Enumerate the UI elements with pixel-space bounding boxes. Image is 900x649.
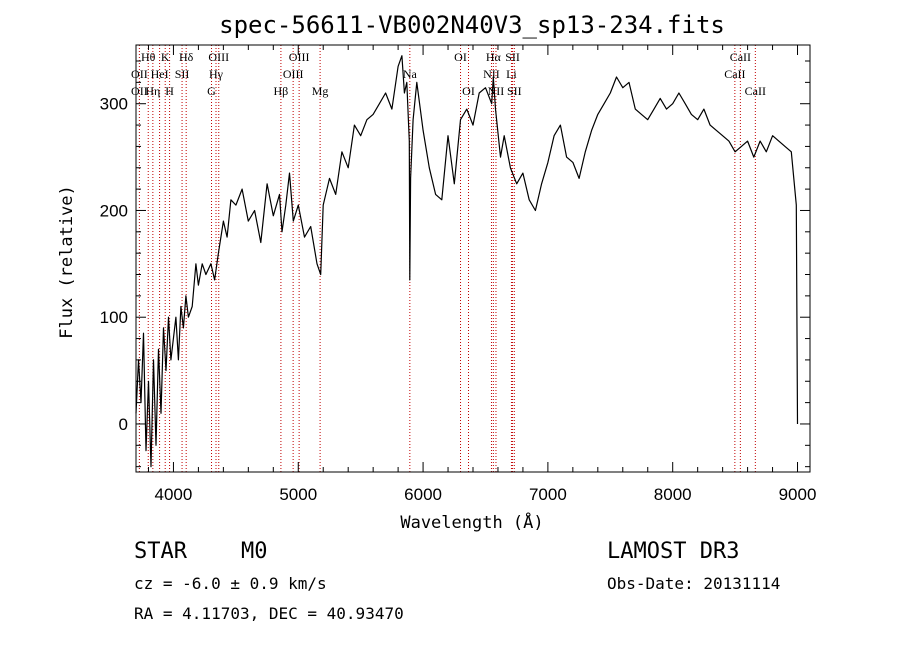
line-label: Li <box>506 67 517 81</box>
y-axis-label: Flux (relative) <box>57 185 77 339</box>
obs-date-text: Obs-Date: 20131114 <box>607 574 780 593</box>
object-class: STAR <box>134 539 188 564</box>
object-subclass: M0 <box>241 539 268 564</box>
chart-title: spec-56611-VB002N40V3_sp13-234.fits <box>219 11 725 39</box>
line-label: NII <box>488 84 505 98</box>
y-tick-label: 100 <box>100 308 128 327</box>
line-label: Hη <box>145 84 160 98</box>
x-tick-label: 6000 <box>404 485 442 504</box>
line-label: Hγ <box>209 67 224 81</box>
x-tick-label: 5000 <box>279 485 317 504</box>
spectrum-line <box>135 55 799 468</box>
line-label: OIII <box>208 50 229 64</box>
y-axis-ticks: 0 100 200 300 <box>100 60 810 468</box>
line-label: OIII <box>289 50 310 64</box>
line-label: Hα <box>486 50 502 64</box>
line-label: SII <box>507 84 522 98</box>
line-label: NII <box>483 67 500 81</box>
line-label: Hβ <box>274 84 289 98</box>
line-label: Na <box>403 67 418 81</box>
line-markers <box>138 45 756 472</box>
line-label: OII <box>131 67 148 81</box>
line-label: Hθ <box>141 50 156 64</box>
line-label: Hδ <box>179 50 194 64</box>
survey-name: LAMOST DR3 <box>607 539 739 564</box>
line-label: OII <box>131 84 148 98</box>
line-label: SII <box>505 50 520 64</box>
line-label: G <box>207 84 216 98</box>
y-tick-label: 0 <box>119 415 128 434</box>
coordinates-text: RA = 4.11703, DEC = 40.93470 <box>134 604 404 623</box>
line-label: H <box>165 84 174 98</box>
x-tick-label: 9000 <box>779 485 817 504</box>
line-label: OIII <box>283 67 304 81</box>
x-tick-label: 7000 <box>529 485 567 504</box>
y-tick-label: 300 <box>100 95 128 114</box>
velocity-text: cz = -6.0 ± 0.9 km/s <box>134 574 327 593</box>
line-label: OI <box>454 50 467 64</box>
y-tick-label: 200 <box>100 201 128 220</box>
line-label: SII <box>175 67 190 81</box>
line-label: K <box>161 50 170 64</box>
line-label: Mg <box>312 84 329 98</box>
x-axis-ticks: 4000 5000 6000 7000 8000 9000 <box>147 45 817 504</box>
line-label: CaII <box>745 84 766 98</box>
x-tick-label: 8000 <box>654 485 692 504</box>
line-label: OI <box>462 84 475 98</box>
plot-frame <box>135 44 811 473</box>
x-axis-label: Wavelength (Å) <box>400 511 543 533</box>
line-label: CaII <box>724 67 745 81</box>
x-tick-label: 4000 <box>155 485 193 504</box>
line-label: HeI <box>151 67 169 81</box>
line-label: CaII <box>730 50 751 64</box>
